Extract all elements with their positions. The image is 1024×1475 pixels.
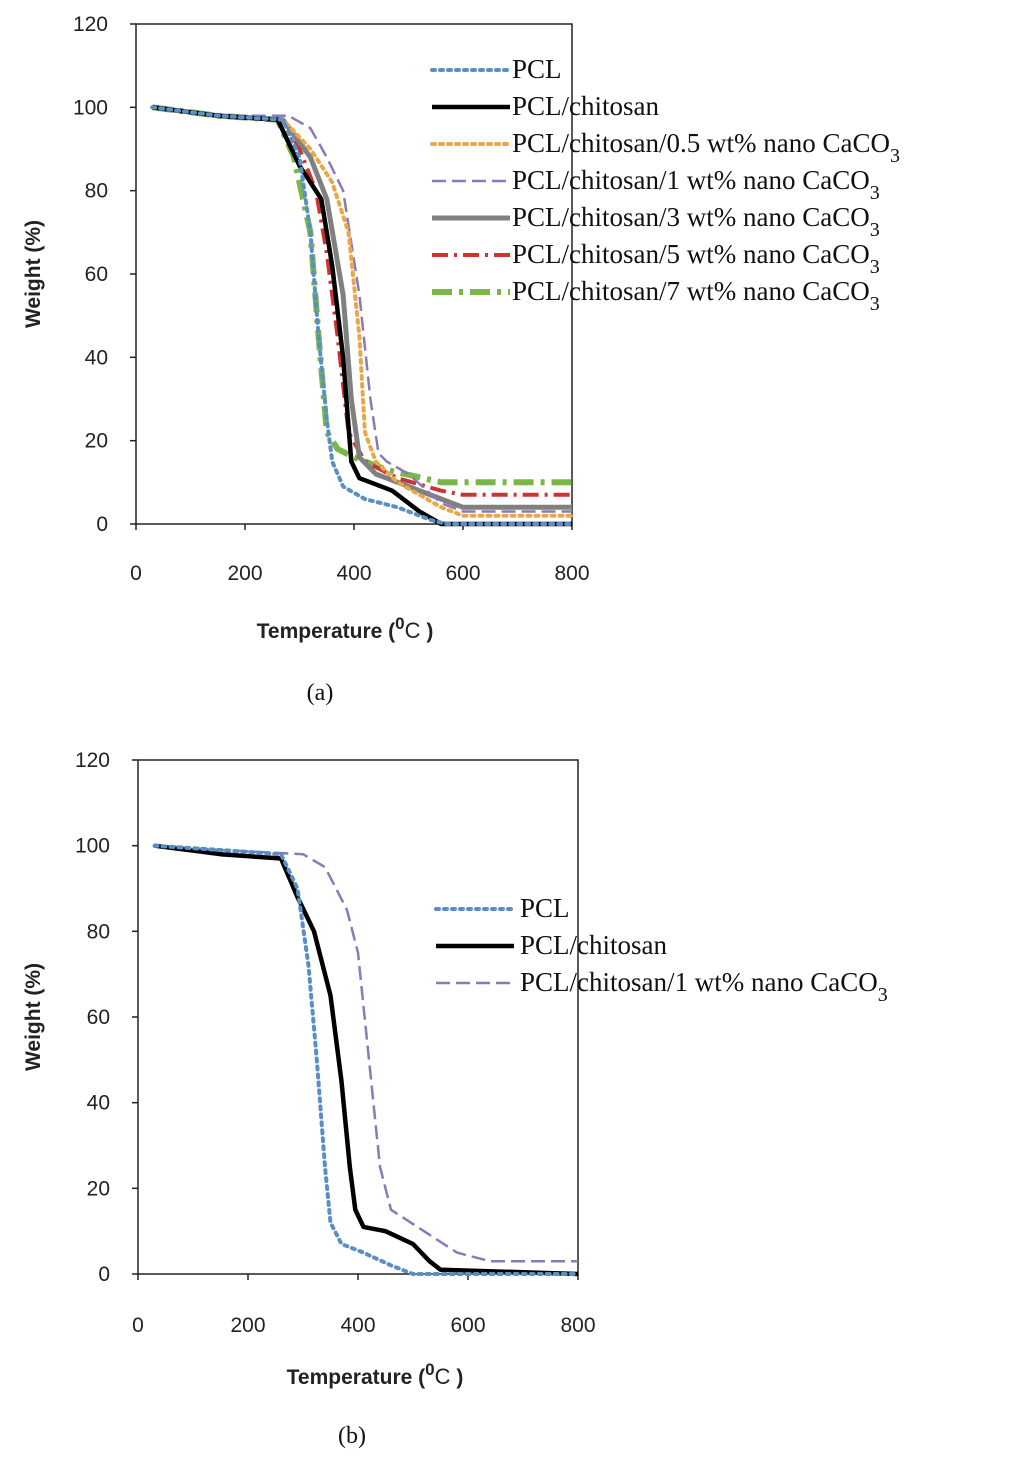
series-line-pcl	[152, 843, 580, 1276]
x-tick-label: 200	[230, 1314, 265, 1337]
panel-label: (b)	[338, 1423, 366, 1449]
series-line-pcl-chitosan	[154, 843, 579, 1277]
legend-entry: PCL	[512, 54, 562, 84]
x-tick-label: 0	[132, 1314, 144, 1337]
x-tick-label: 200	[227, 562, 262, 585]
y-tick-label: 40	[85, 346, 108, 369]
x-tick-label: 0	[130, 562, 142, 585]
x-axis-label: Temperature (0C )	[287, 1360, 464, 1389]
panel-a: 0 20 40 60 80 100 120 0 200 400 600 800 Weight (%) Te…	[22, 13, 900, 706]
y-tick-label: 20	[87, 1177, 110, 1200]
y-tick-label: 20	[85, 430, 108, 453]
legend-entry: PCL/chitosan/7 wt% nano CaCO3	[512, 276, 880, 315]
series-group	[152, 843, 580, 1277]
series-line-pcl-chitosan-5-wt-nano-caco	[152, 105, 572, 497]
legend: PCL PCL/chitosan PCL/chitosan/0.5 wt% nano…	[430, 54, 900, 315]
series-line-pcl-chitosan-1-wt-nano-caco	[154, 844, 578, 1263]
y-tick-label: 60	[87, 1006, 110, 1029]
x-tick-label: 600	[445, 562, 480, 585]
x-axis-label: Temperature (0C )	[257, 614, 434, 643]
series-line-pcl-chitosan-1-wt-nano-caco	[152, 106, 572, 513]
legend-entry: PCL/chitosan/1 wt% nano CaCO3	[512, 165, 880, 204]
y-axis-label: Weight (%)	[22, 220, 45, 328]
y-tick-label: 100	[75, 835, 110, 858]
legend-entry: PCL/chitosan/3 wt% nano CaCO3	[512, 202, 880, 241]
series-line-pcl	[150, 105, 574, 526]
y-axis-label: Weight (%)	[22, 963, 45, 1071]
legend-entry: PCL	[520, 893, 570, 923]
legend: PCL PCL/chitosan PCL/chitosan/1 wt% nano C…	[434, 893, 888, 1006]
y-tick-label: 120	[73, 13, 108, 36]
x-tick-label: 400	[340, 1314, 375, 1337]
series-line-pcl-chitosan-3-wt-nano-caco	[151, 104, 572, 510]
y-tick-label: 0	[98, 1263, 110, 1286]
series-line-pcl-chitosan	[152, 105, 572, 527]
y-tick-label: 80	[87, 920, 110, 943]
legend-entry: PCL/chitosan	[512, 91, 659, 121]
y-tick-label: 100	[73, 96, 108, 119]
legend-entry: PCL/chitosan	[520, 930, 667, 960]
y-tick-label: 80	[85, 180, 108, 203]
y-tick-label: 60	[85, 263, 108, 286]
plot-frame	[137, 759, 579, 1275]
x-tick-label: 800	[554, 562, 589, 585]
y-tick-label: 0	[96, 513, 108, 536]
y-tick-label: 40	[87, 1092, 110, 1115]
panel-label: (a)	[307, 680, 334, 706]
panel-b: 0 20 40 60 80 100 120 0 200 400 600 800 Weight (%) Te…	[22, 749, 888, 1449]
y-tick-label: 120	[75, 749, 110, 772]
series-group	[150, 104, 574, 527]
x-tick-label: 400	[336, 562, 371, 585]
legend-entry: PCL/chitosan/5 wt% nano CaCO3	[512, 239, 880, 278]
legend-entry: PCL/chitosan/1 wt% nano CaCO3	[520, 967, 888, 1006]
legend-entry: PCL/chitosan/0.5 wt% nano CaCO3	[512, 128, 900, 167]
x-tick-label: 600	[450, 1314, 485, 1337]
x-tick-label: 800	[560, 1314, 595, 1337]
